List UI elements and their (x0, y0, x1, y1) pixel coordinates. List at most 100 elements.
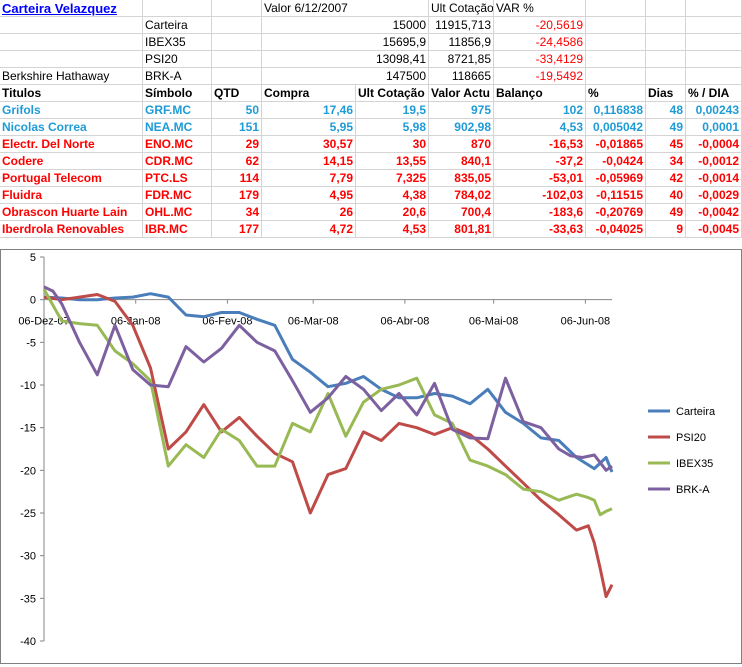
summary-ult[interactable]: 11856,9 (429, 34, 494, 51)
table-cell-balanco[interactable]: -37,2 (494, 153, 586, 170)
table-cell-pdia[interactable]: 0,0001 (686, 119, 742, 136)
table-cell-pdia[interactable]: -0,0042 (686, 204, 742, 221)
table-cell-ult[interactable]: 5,98 (356, 119, 429, 136)
cell-empty[interactable] (586, 17, 646, 34)
table-cell-pdia[interactable]: -0,0029 (686, 187, 742, 204)
summary-label[interactable] (0, 17, 143, 34)
summary-name[interactable]: Carteira (143, 17, 212, 34)
column-header[interactable]: Símbolo (143, 85, 212, 102)
table-cell-titulo[interactable]: Grifols (0, 102, 143, 119)
table-cell-compra[interactable]: 17,46 (262, 102, 356, 119)
table-cell-pct[interactable]: -0,20769 (586, 204, 646, 221)
table-cell-pct[interactable]: 0,005042 (586, 119, 646, 136)
table-cell-titulo[interactable]: Nicolas Correa (0, 119, 143, 136)
table-cell-balanco[interactable]: -33,63 (494, 221, 586, 238)
table-cell-valor[interactable]: 801,81 (429, 221, 494, 238)
table-cell-titulo[interactable]: Fluidra (0, 187, 143, 204)
table-cell-qtd[interactable]: 114 (212, 170, 262, 187)
column-header[interactable]: Titulos (0, 85, 143, 102)
cell-empty[interactable] (646, 17, 686, 34)
table-cell-dias[interactable]: 49 (646, 119, 686, 136)
cell-empty[interactable] (586, 0, 646, 17)
table-cell-balanco[interactable]: 4,53 (494, 119, 586, 136)
table-cell-compra[interactable]: 14,15 (262, 153, 356, 170)
cell-empty[interactable] (143, 0, 212, 17)
header-valor[interactable]: Valor 6/12/2007 (262, 0, 429, 17)
column-header[interactable]: Compra (262, 85, 356, 102)
table-cell-dias[interactable]: 40 (646, 187, 686, 204)
sheet-title-link[interactable]: Carteira Velazquez (0, 0, 143, 17)
column-header[interactable]: % (586, 85, 646, 102)
table-cell-balanco[interactable]: 102 (494, 102, 586, 119)
table-cell-qtd[interactable]: 50 (212, 102, 262, 119)
table-cell-simbolo[interactable]: IBR.MC (143, 221, 212, 238)
table-cell-titulo[interactable]: Obrascon Huarte Lain (0, 204, 143, 221)
table-cell-simbolo[interactable]: OHL.MC (143, 204, 212, 221)
cell-empty[interactable] (646, 34, 686, 51)
table-cell-dias[interactable]: 34 (646, 153, 686, 170)
column-header[interactable]: Balanço (494, 85, 586, 102)
cell-empty[interactable] (686, 51, 742, 68)
cell-empty[interactable] (212, 34, 262, 51)
table-cell-ult[interactable]: 13,55 (356, 153, 429, 170)
summary-ult[interactable]: 118665 (429, 68, 494, 85)
column-header[interactable]: QTD (212, 85, 262, 102)
table-cell-ult[interactable]: 7,325 (356, 170, 429, 187)
table-cell-simbolo[interactable]: GRF.MC (143, 102, 212, 119)
table-cell-ult[interactable]: 19,5 (356, 102, 429, 119)
table-cell-pdia[interactable]: -0,0045 (686, 221, 742, 238)
summary-label[interactable] (0, 34, 143, 51)
table-cell-balanco[interactable]: -53,01 (494, 170, 586, 187)
table-cell-compra[interactable]: 26 (262, 204, 356, 221)
cell-empty[interactable] (212, 68, 262, 85)
summary-label[interactable]: Berkshire Hathaway (0, 68, 143, 85)
summary-var[interactable]: -20,5619 (494, 17, 586, 34)
table-cell-compra[interactable]: 30,57 (262, 136, 356, 153)
table-cell-valor[interactable]: 700,4 (429, 204, 494, 221)
table-cell-valor[interactable]: 975 (429, 102, 494, 119)
cell-empty[interactable] (646, 0, 686, 17)
table-cell-pct[interactable]: -0,04025 (586, 221, 646, 238)
table-cell-qtd[interactable]: 29 (212, 136, 262, 153)
summary-valor[interactable]: 15000 (262, 17, 429, 34)
header-ult-cotacao[interactable]: Ult Cotação (429, 0, 494, 17)
table-cell-valor[interactable]: 840,1 (429, 153, 494, 170)
summary-name[interactable]: BRK-A (143, 68, 212, 85)
table-cell-dias[interactable]: 49 (646, 204, 686, 221)
summary-ult[interactable]: 11915,713 (429, 17, 494, 34)
cell-empty[interactable] (686, 17, 742, 34)
table-cell-ult[interactable]: 4,53 (356, 221, 429, 238)
cell-empty[interactable] (686, 68, 742, 85)
summary-var[interactable]: -19,5492 (494, 68, 586, 85)
table-cell-pdia[interactable]: -0,0014 (686, 170, 742, 187)
column-header[interactable]: Valor Actu (429, 85, 494, 102)
table-cell-balanco[interactable]: -183,6 (494, 204, 586, 221)
table-cell-titulo[interactable]: Codere (0, 153, 143, 170)
table-cell-qtd[interactable]: 179 (212, 187, 262, 204)
cell-empty[interactable] (586, 68, 646, 85)
table-cell-pdia[interactable]: -0,0012 (686, 153, 742, 170)
column-header[interactable]: % / DIA (686, 85, 742, 102)
table-cell-titulo[interactable]: Iberdrola Renovables (0, 221, 143, 238)
table-cell-pct[interactable]: -0,05969 (586, 170, 646, 187)
table-cell-compra[interactable]: 4,95 (262, 187, 356, 204)
table-cell-simbolo[interactable]: NEA.MC (143, 119, 212, 136)
table-cell-valor[interactable]: 835,05 (429, 170, 494, 187)
table-cell-titulo[interactable]: Electr. Del Norte (0, 136, 143, 153)
summary-ult[interactable]: 8721,85 (429, 51, 494, 68)
summary-valor[interactable]: 15695,9 (262, 34, 429, 51)
table-cell-dias[interactable]: 9 (646, 221, 686, 238)
table-cell-simbolo[interactable]: PTC.LS (143, 170, 212, 187)
header-var[interactable]: VAR % (494, 0, 586, 17)
table-cell-balanco[interactable]: -102,03 (494, 187, 586, 204)
cell-empty[interactable] (686, 34, 742, 51)
cell-empty[interactable] (586, 51, 646, 68)
summary-var[interactable]: -24,4586 (494, 34, 586, 51)
summary-label[interactable] (0, 51, 143, 68)
table-cell-pct[interactable]: 0,116838 (586, 102, 646, 119)
cell-empty[interactable] (586, 34, 646, 51)
table-cell-dias[interactable]: 42 (646, 170, 686, 187)
table-cell-compra[interactable]: 5,95 (262, 119, 356, 136)
column-header[interactable]: Ult Cotação (356, 85, 429, 102)
summary-valor[interactable]: 13098,41 (262, 51, 429, 68)
